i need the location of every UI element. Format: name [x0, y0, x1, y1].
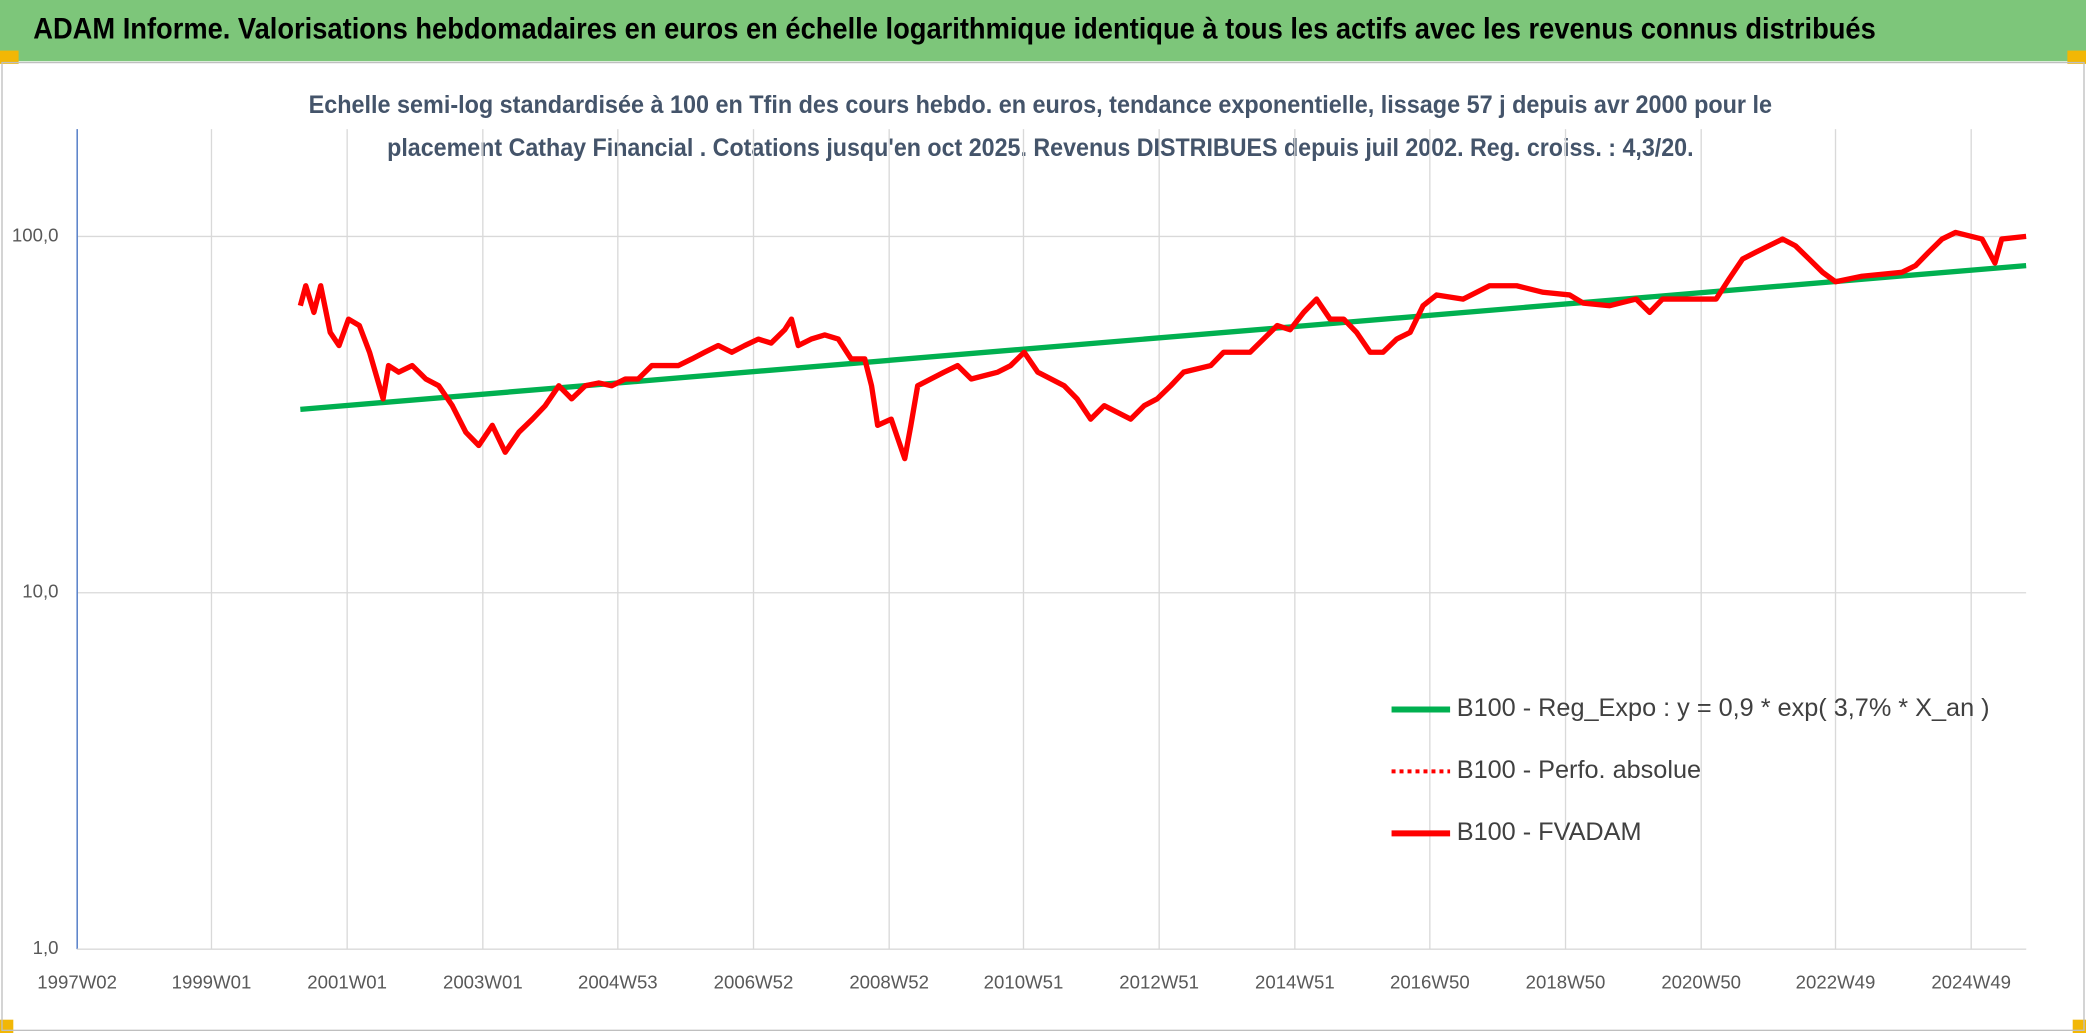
x-tick-label: 2010W51	[984, 972, 1064, 993]
legend-label: B100 - Perfo. absolue	[1457, 756, 1701, 784]
x-tick-label: 2006W52	[714, 972, 794, 993]
legend-label: B100 - Reg_Expo : y = 0,9 * exp( 3,7% * …	[1457, 694, 1990, 722]
x-tick-label: 2024W49	[1931, 972, 2011, 993]
x-tick-label: 2003W01	[443, 972, 523, 993]
legend: B100 - Reg_Expo : y = 0,9 * exp( 3,7% * …	[1391, 694, 1990, 846]
x-tick-label: 2001W01	[307, 972, 387, 993]
corner	[0, 50, 19, 64]
x-tick-label: 1999W01	[172, 972, 252, 993]
series-line	[297, 229, 2027, 462]
y-tick-label: 1,0	[33, 937, 59, 958]
x-tick-label: 1997W02	[37, 972, 117, 993]
plot	[297, 229, 2027, 462]
corner	[2067, 50, 2086, 64]
x-tick-label: 2004W53	[578, 972, 658, 993]
frame	[1, 61, 2085, 1032]
y-tick-label: 100,0	[12, 224, 59, 245]
y-tick-label: 10,0	[22, 581, 58, 602]
x-tick-label: 2016W50	[1390, 972, 1470, 993]
x-tick-label: 2018W50	[1526, 972, 1606, 993]
subtitle: Echelle semi-log standardisée à 100 en T…	[309, 91, 1772, 119]
header-bar	[0, 0, 2086, 62]
x-tick-label: 2022W49	[1796, 972, 1876, 993]
subtitle: placement Cathay Financial . Cotations j…	[387, 134, 1693, 162]
x-tick-label: 2012W51	[1119, 972, 1199, 993]
chart-title: ADAM Informe. Valorisations hebdomadaire…	[33, 13, 1876, 45]
legend-label: B100 - FVADAM	[1457, 818, 1642, 846]
x-tick-label: 2008W52	[849, 972, 929, 993]
x-tick-label: 2014W51	[1255, 972, 1335, 993]
grid: 1,0 10,0 100,0 1997W02 1999W01 2001W01 2003W01…	[12, 129, 2027, 993]
x-tick-label: 2020W50	[1661, 972, 1741, 993]
